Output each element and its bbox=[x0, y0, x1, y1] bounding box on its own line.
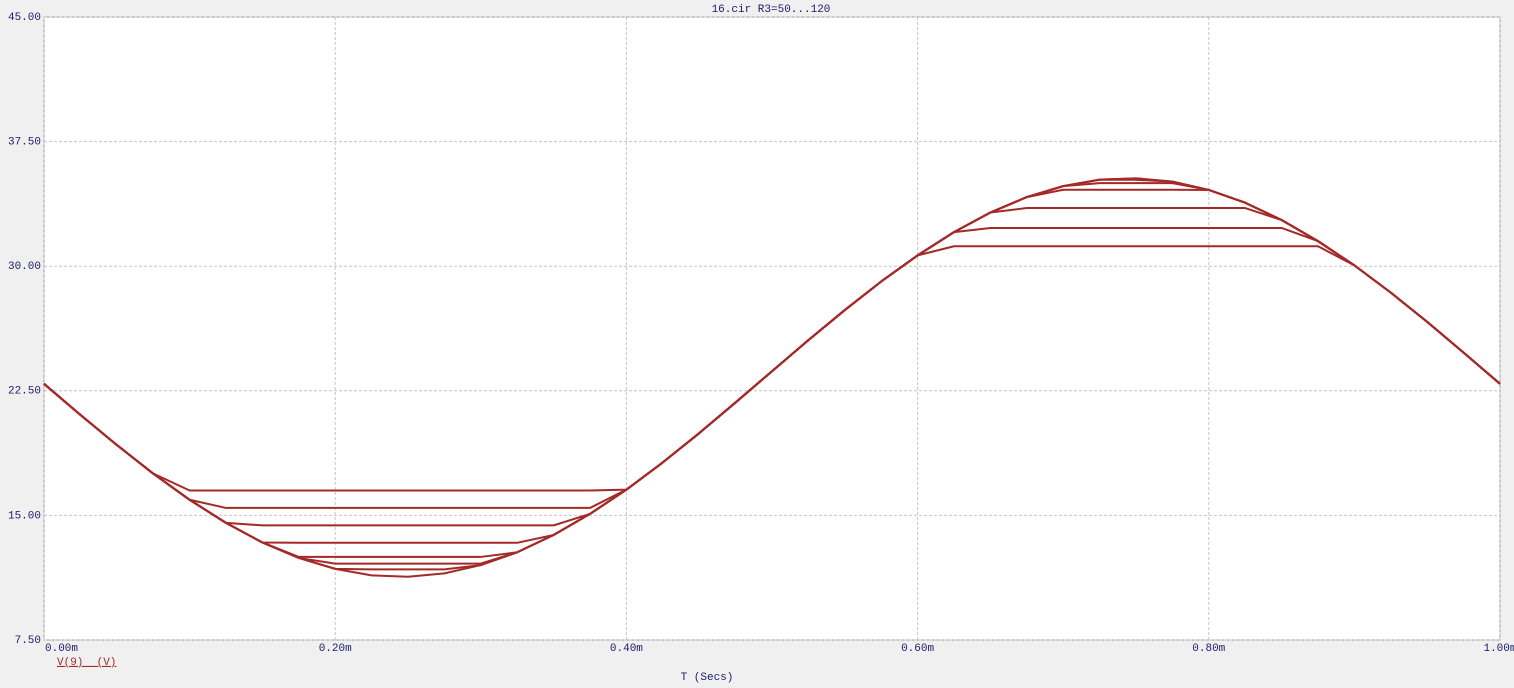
x-tick-label: 0.20m bbox=[319, 643, 352, 655]
y-tick-label: 30.00 bbox=[8, 261, 41, 273]
series-line bbox=[43, 177, 1501, 578]
y-tick-label: 15.00 bbox=[8, 510, 41, 522]
chart-title: 16.cir R3=50...120 bbox=[712, 4, 831, 16]
plot-area bbox=[43, 16, 1501, 641]
y-tick-label: 22.50 bbox=[8, 386, 41, 398]
legend-entry: V(9) (V) bbox=[57, 657, 116, 669]
x-tick-label: 0.60m bbox=[901, 643, 934, 655]
y-tick-label: 45.00 bbox=[8, 12, 41, 24]
x-tick-label: 0.00m bbox=[45, 643, 78, 655]
x-tick-label: 0.80m bbox=[1192, 643, 1225, 655]
x-tick-label: 1.00m bbox=[1483, 643, 1514, 655]
y-tick-label: 37.50 bbox=[8, 137, 41, 149]
y-tick-label: 7.50 bbox=[15, 635, 41, 647]
x-tick-label: 0.40m bbox=[610, 643, 643, 655]
x-axis-label: T (Secs) bbox=[681, 672, 734, 684]
